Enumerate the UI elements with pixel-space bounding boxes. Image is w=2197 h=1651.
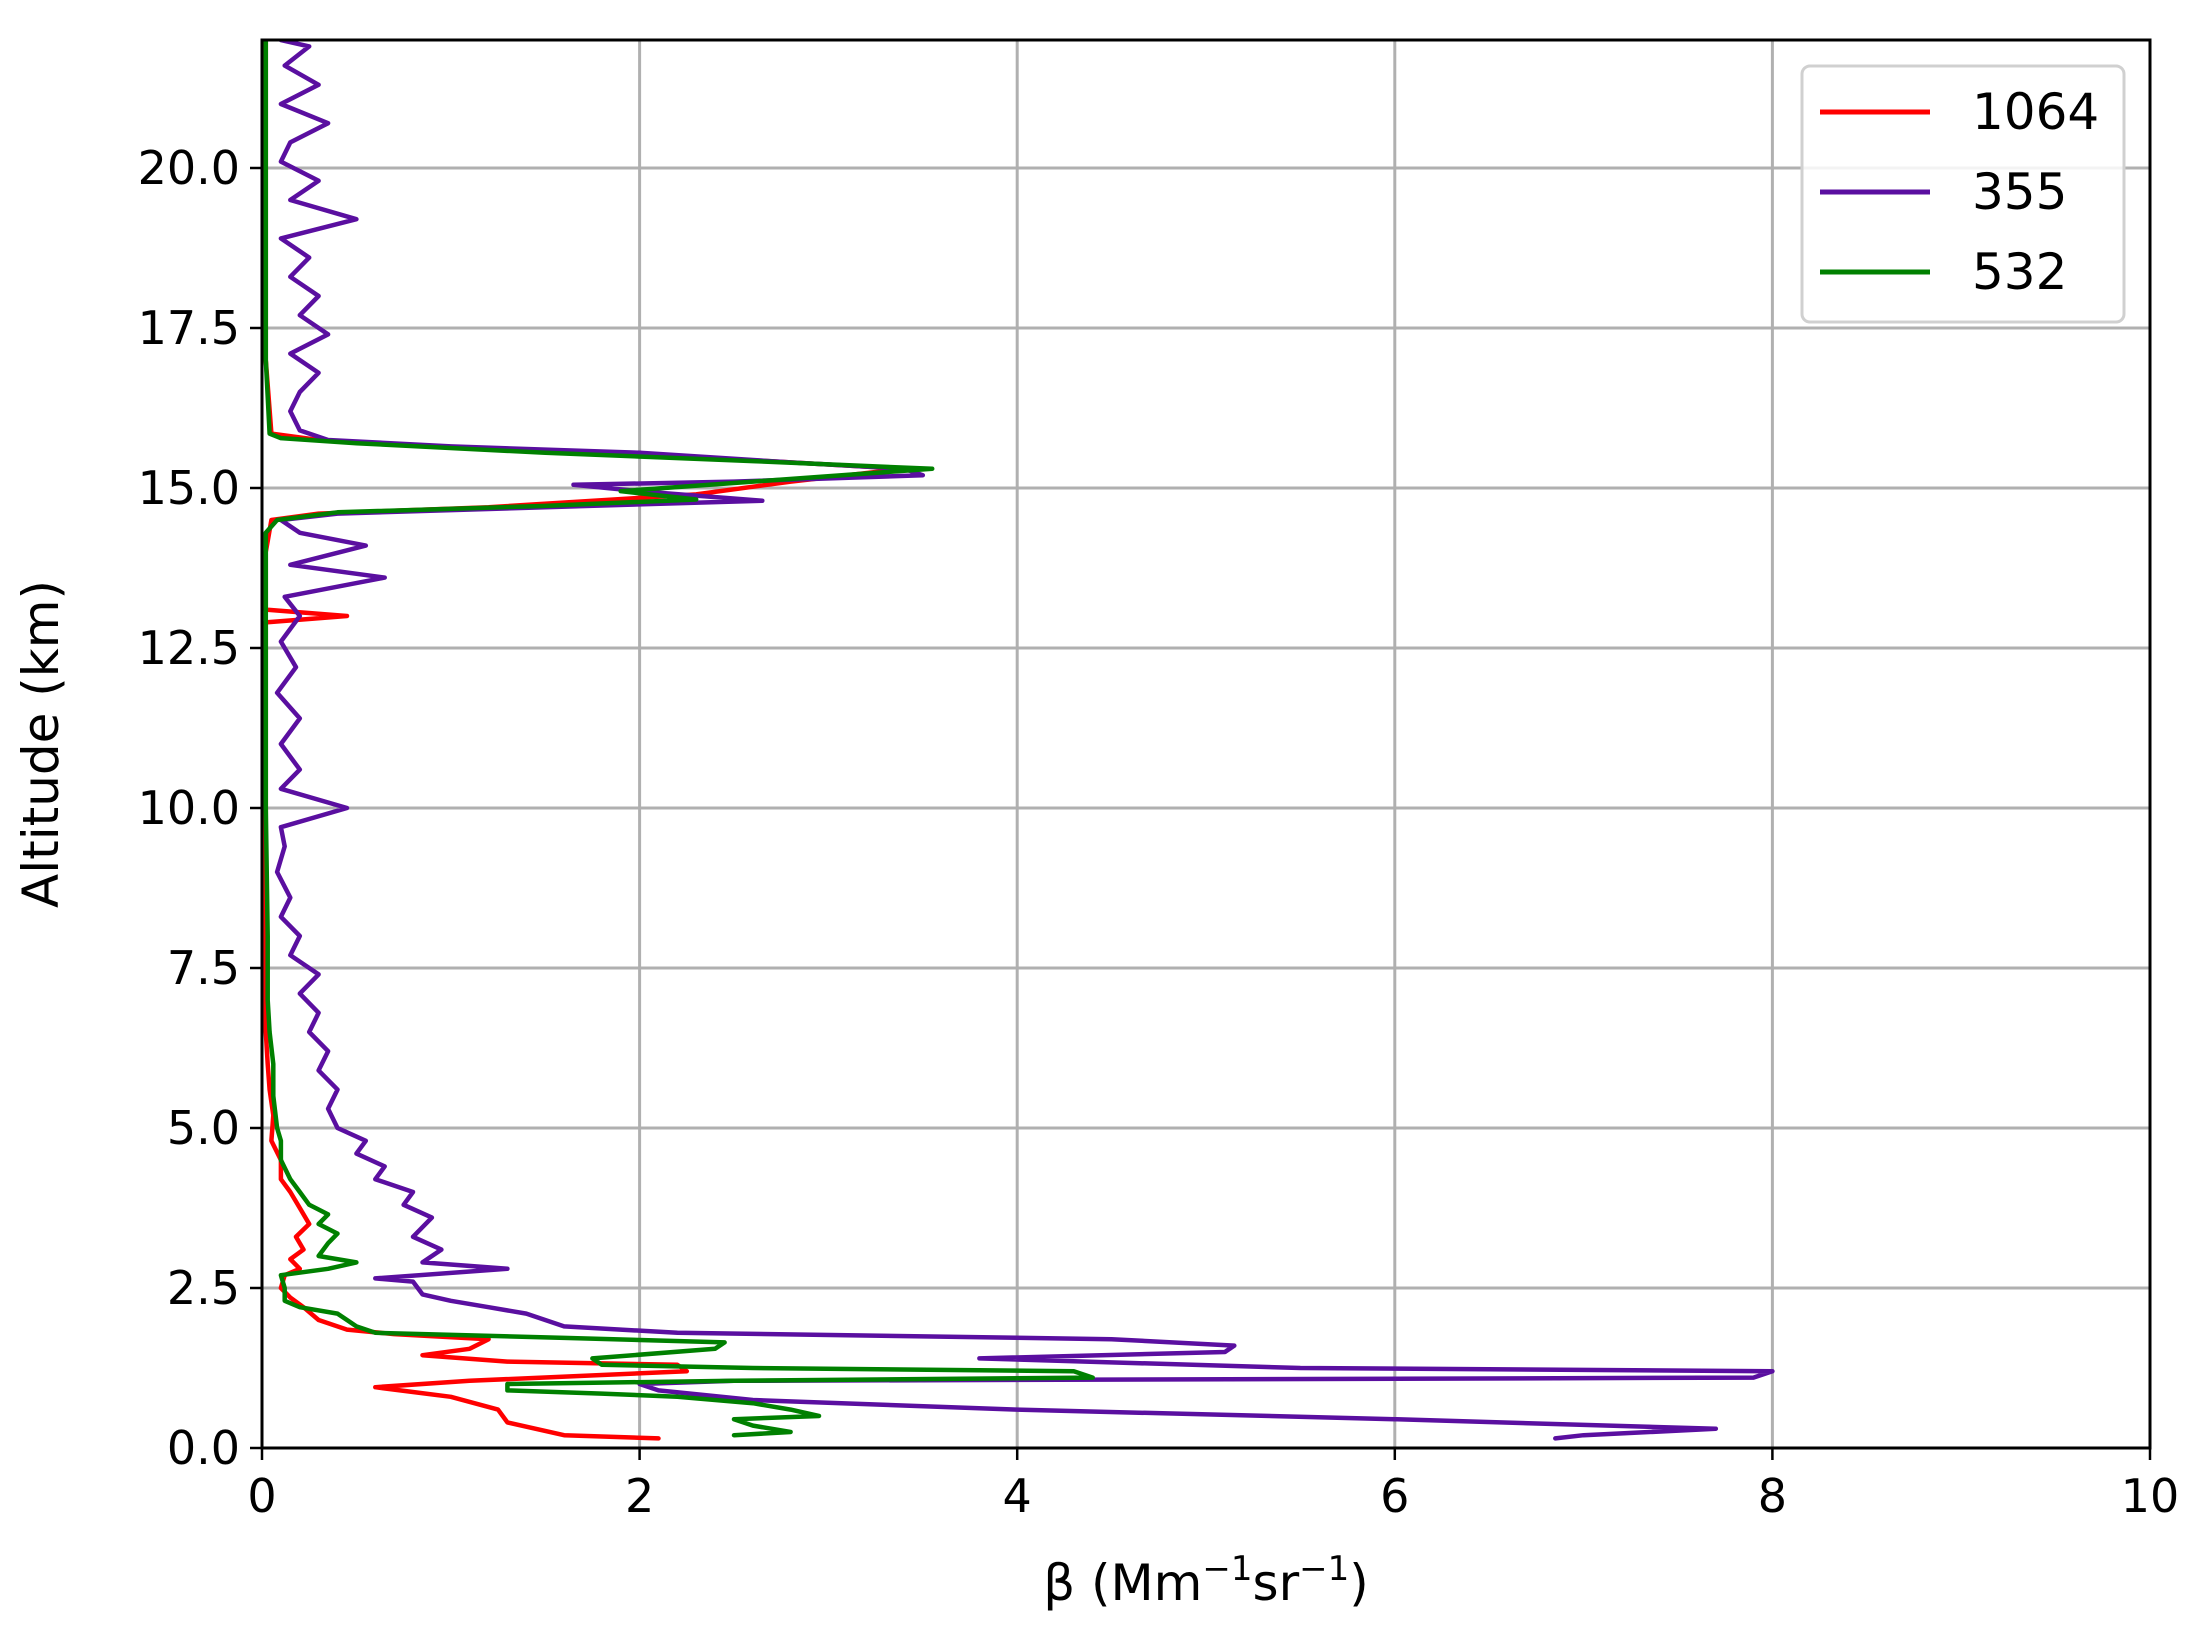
series-line-532 <box>263 40 1095 1438</box>
x-tick-label: 4 <box>1003 1469 1032 1523</box>
legend-label: 1064 <box>1972 83 2099 141</box>
y-tick-label: 2.5 <box>167 1261 240 1315</box>
axes-frame <box>260 38 2152 1450</box>
y-tick-label: 20.0 <box>138 141 240 195</box>
y-tick-label: 10.0 <box>138 781 240 835</box>
y-tick-label: 15.0 <box>138 461 240 515</box>
x-axis-label-part3: ) <box>1349 1554 1369 1612</box>
x-axis-label-part2: sr <box>1253 1554 1300 1612</box>
x-tick-label: 2 <box>625 1469 654 1523</box>
legend: 1064 355 532 <box>1800 64 2126 324</box>
legend-label: 532 <box>1972 243 2067 301</box>
y-tick-label: 5.0 <box>167 1101 240 1155</box>
x-axis-label-part1: β (Mm <box>1043 1554 1202 1612</box>
x-tick-label: 0 <box>247 1469 276 1523</box>
x-tick-label: 10 <box>2121 1469 2180 1523</box>
x-axis-ticks: 0 2 4 6 8 10 <box>247 1448 2179 1523</box>
x-tick-label: 6 <box>1380 1469 1409 1523</box>
y-tick-label: 12.5 <box>138 621 240 675</box>
y-tick-label: 7.5 <box>167 941 240 995</box>
y-axis-label: Altitude (km) <box>12 580 70 908</box>
x-axis-label: β (Mm−1sr−1) <box>1043 1549 1369 1612</box>
legend-label: 355 <box>1972 163 2067 221</box>
x-tick-label: 8 <box>1758 1469 1787 1523</box>
y-axis-ticks: 0.0 2.5 5.0 7.5 10.0 12.5 15.0 17.5 20.0 <box>138 141 262 1475</box>
legend-entry-355: 355 <box>1820 163 2067 221</box>
x-axis-label-sup2: −1 <box>1299 1549 1349 1589</box>
legend-box <box>1800 64 2126 324</box>
plot-area <box>263 40 1775 1441</box>
legend-entry-532: 532 <box>1820 243 2067 301</box>
legend-entries: 1064 355 532 <box>1820 83 2099 301</box>
series-line-1064 <box>263 40 907 1441</box>
y-tick-label: 0.0 <box>167 1421 240 1475</box>
y-grid-lines <box>262 166 2150 1450</box>
y-tick-label: 17.5 <box>138 301 240 355</box>
series-line-355 <box>274 40 1775 1441</box>
legend-entry-1064: 1064 <box>1820 83 2099 141</box>
x-axis-label-sup1: −1 <box>1202 1549 1252 1589</box>
